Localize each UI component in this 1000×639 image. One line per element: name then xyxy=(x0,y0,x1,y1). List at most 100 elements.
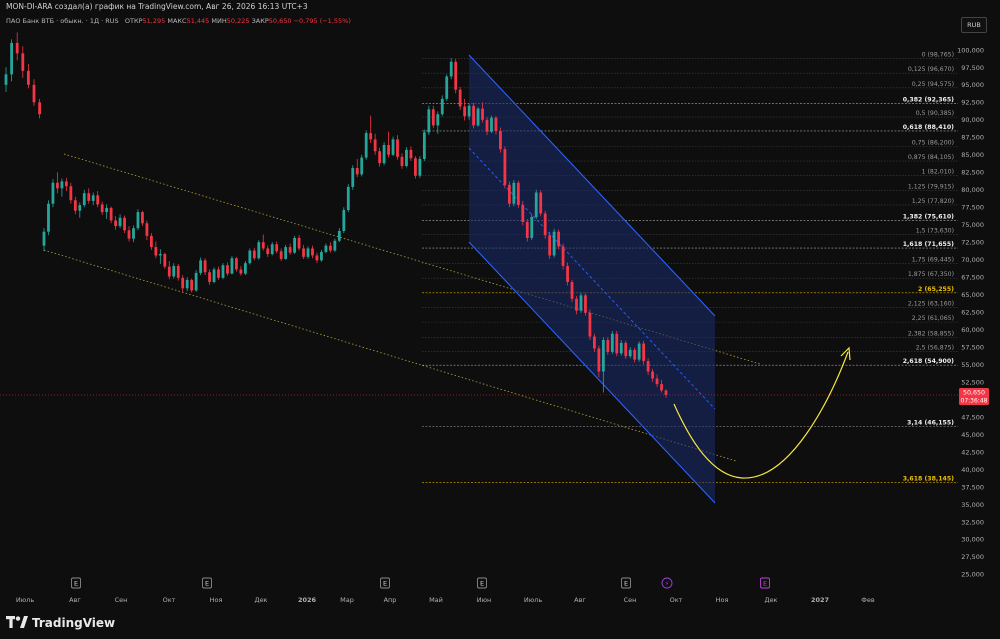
candle[interactable] xyxy=(660,379,663,393)
candle[interactable] xyxy=(467,103,471,120)
earnings-event-icon[interactable]: E xyxy=(760,577,770,589)
candle[interactable] xyxy=(333,238,337,252)
candle[interactable] xyxy=(78,202,82,218)
candle[interactable] xyxy=(279,248,283,262)
candle[interactable] xyxy=(431,105,435,129)
channel-lower-line[interactable] xyxy=(468,241,716,504)
candle[interactable] xyxy=(575,296,578,315)
candle[interactable] xyxy=(311,245,314,259)
candle[interactable] xyxy=(597,345,601,378)
candle[interactable] xyxy=(230,256,234,275)
candle[interactable] xyxy=(257,240,261,260)
candle[interactable] xyxy=(588,309,592,341)
candle[interactable] xyxy=(601,337,605,393)
candle[interactable] xyxy=(82,189,86,208)
candle[interactable] xyxy=(73,196,77,215)
candle[interactable] xyxy=(252,247,256,261)
candle[interactable] xyxy=(422,129,426,162)
earnings-event-icon[interactable]: E xyxy=(380,577,390,589)
candle[interactable] xyxy=(203,258,207,276)
candle[interactable] xyxy=(593,333,596,352)
symbol-name[interactable]: ПАО Банк ВТБ · обыкн. · 1Д · RUS xyxy=(6,17,119,25)
candle[interactable] xyxy=(123,215,126,234)
candle[interactable] xyxy=(525,219,529,242)
candle[interactable] xyxy=(507,181,511,208)
candle[interactable] xyxy=(449,58,453,80)
candle[interactable] xyxy=(624,340,628,359)
candle[interactable] xyxy=(561,243,565,270)
candle[interactable] xyxy=(557,229,561,250)
candle[interactable] xyxy=(141,210,144,227)
candle[interactable] xyxy=(548,231,552,259)
candle[interactable] xyxy=(21,46,25,78)
candle[interactable] xyxy=(436,111,440,134)
candle[interactable] xyxy=(149,233,153,250)
candle[interactable] xyxy=(387,131,390,158)
candle[interactable] xyxy=(328,242,332,253)
candle[interactable] xyxy=(297,235,301,251)
candle[interactable] xyxy=(194,270,198,292)
candle[interactable] xyxy=(185,277,189,292)
candle[interactable] xyxy=(463,98,467,121)
candle[interactable] xyxy=(32,79,36,106)
candle[interactable] xyxy=(176,263,180,281)
candle[interactable] xyxy=(364,130,368,160)
candle[interactable] xyxy=(26,63,30,89)
candle[interactable] xyxy=(239,265,243,276)
candle[interactable] xyxy=(651,368,654,383)
candle[interactable] xyxy=(454,58,458,94)
candle[interactable] xyxy=(87,188,91,204)
candle[interactable] xyxy=(391,136,395,157)
candle[interactable] xyxy=(315,252,319,264)
channel-upper-line[interactable] xyxy=(468,54,716,317)
candle[interactable] xyxy=(637,341,641,362)
candle[interactable] xyxy=(167,261,171,280)
candle[interactable] xyxy=(136,209,140,231)
candle[interactable] xyxy=(248,248,252,265)
candle[interactable] xyxy=(109,206,113,224)
candle[interactable] xyxy=(521,200,525,226)
candle[interactable] xyxy=(105,204,109,220)
candle[interactable] xyxy=(445,74,449,101)
candle[interactable] xyxy=(382,142,386,166)
candle[interactable] xyxy=(628,347,632,359)
candle[interactable] xyxy=(485,117,489,136)
candle[interactable] xyxy=(288,243,292,255)
candle[interactable] xyxy=(127,226,131,242)
price-chart[interactable]: 0 (98,765) 0,125 (96,670) 0,25 (94,575) 0,3… xyxy=(0,0,1000,610)
candle[interactable] xyxy=(642,340,646,365)
candle[interactable] xyxy=(396,135,399,160)
candle[interactable] xyxy=(302,244,305,259)
candle[interactable] xyxy=(4,67,8,92)
currency-button[interactable]: RUB xyxy=(961,17,987,33)
candle[interactable] xyxy=(530,214,534,241)
candle[interactable] xyxy=(10,39,14,82)
candle[interactable] xyxy=(42,228,46,252)
candle[interactable] xyxy=(270,242,274,256)
candle[interactable] xyxy=(355,158,359,178)
candle[interactable] xyxy=(490,115,493,134)
candle[interactable] xyxy=(476,107,480,127)
candle[interactable] xyxy=(414,156,417,179)
candle[interactable] xyxy=(543,210,547,239)
candle[interactable] xyxy=(306,246,310,259)
candle[interactable] xyxy=(373,133,377,155)
candle[interactable] xyxy=(472,103,475,129)
candle[interactable] xyxy=(570,279,574,303)
candle[interactable] xyxy=(145,220,149,241)
candle[interactable] xyxy=(342,207,346,234)
candle[interactable] xyxy=(405,147,408,168)
candle[interactable] xyxy=(226,262,229,276)
candle[interactable] xyxy=(100,201,104,215)
candle[interactable] xyxy=(346,184,350,213)
candle[interactable] xyxy=(499,127,502,153)
candle[interactable] xyxy=(275,241,279,254)
earnings-event-icon[interactable]: E xyxy=(621,577,631,589)
candle[interactable] xyxy=(261,234,265,251)
candle[interactable] xyxy=(172,263,176,279)
candle[interactable] xyxy=(208,269,211,285)
candle[interactable] xyxy=(118,214,122,229)
candle[interactable] xyxy=(15,32,19,61)
candle[interactable] xyxy=(418,156,422,178)
candle[interactable] xyxy=(221,263,225,280)
